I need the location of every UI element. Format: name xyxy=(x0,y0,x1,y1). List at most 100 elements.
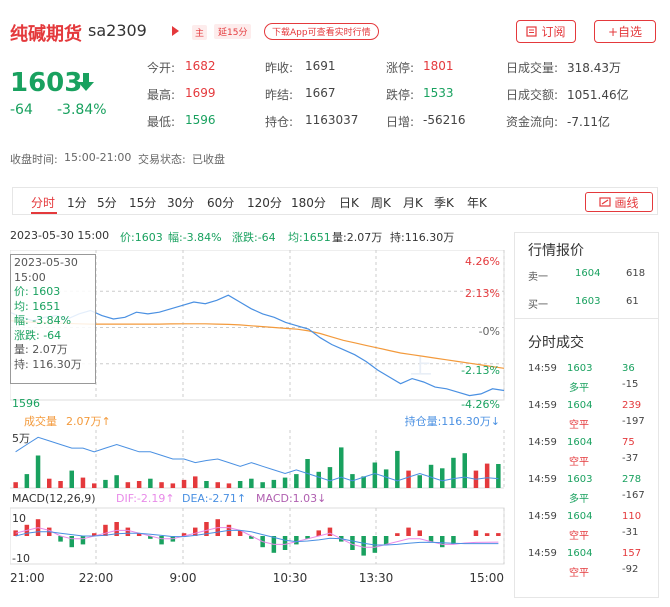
volume-bar xyxy=(69,470,74,488)
quote-row-price: 1604 xyxy=(575,268,601,279)
macd-bar xyxy=(136,533,142,536)
price-change-pct: -3.84% xyxy=(57,102,107,118)
tab-period[interactable]: 年K xyxy=(467,196,487,210)
volume-bar xyxy=(35,455,41,488)
volume-bar xyxy=(451,457,456,488)
x-tick-label: 13:30 xyxy=(359,571,394,585)
macd-bar xyxy=(327,527,333,536)
macd-bar xyxy=(193,527,198,536)
trade-type: 多平 xyxy=(569,383,589,394)
macd-bar xyxy=(451,536,456,545)
x-tick-label: 15:00 xyxy=(469,571,504,585)
trade-volume: 278 xyxy=(622,474,642,485)
volume-bar xyxy=(204,481,209,488)
macd-title: MACD(12,26,9) xyxy=(12,492,96,505)
dif-line xyxy=(15,527,499,548)
pct-label-m2: -2.13% xyxy=(461,364,500,377)
stat-value: 1051.46亿 xyxy=(567,88,629,102)
tab-period[interactable]: 1分 xyxy=(67,196,87,210)
macd-bar xyxy=(383,536,389,545)
trade-oi-change: -37 xyxy=(622,453,639,464)
tab-period[interactable]: 月K xyxy=(403,196,423,210)
info-datetime: 2023-05-30 15:00 xyxy=(10,229,110,242)
tab-period[interactable]: 周K xyxy=(371,196,391,210)
macd-bar xyxy=(372,536,378,553)
volume-bar xyxy=(92,483,97,488)
tab-period[interactable]: 120分 xyxy=(247,196,282,210)
tooltip-date: 2023-05-30 xyxy=(14,256,78,269)
side-panel xyxy=(514,232,659,598)
macd-value: MACD:1.03↓ xyxy=(256,492,326,505)
trade-price: 1604 xyxy=(567,511,593,522)
volume-bar xyxy=(383,469,389,488)
tab-period[interactable]: 分时 xyxy=(31,196,56,210)
trade-volume: 36 xyxy=(622,363,635,374)
stat-value: 1667 xyxy=(305,86,336,100)
volume-bar xyxy=(136,481,142,488)
trade-type: 空平 xyxy=(569,568,589,579)
tab-period[interactable]: 5分 xyxy=(97,196,117,210)
stat-label: 最高: xyxy=(147,88,176,102)
trade-volume: 239 xyxy=(622,400,642,411)
down-arrow-icon xyxy=(78,73,94,91)
low-price-label: 1596 xyxy=(12,397,40,410)
info-hold: 持:116.30万 xyxy=(390,231,455,244)
tab-period[interactable]: 季K xyxy=(434,196,454,210)
volume-bar xyxy=(282,477,288,488)
macd-bar xyxy=(361,536,366,556)
volume-bar xyxy=(496,464,501,488)
stat-label: 昨结: xyxy=(265,88,294,102)
subscribe-label: 订阅 xyxy=(541,25,566,39)
stat-value: 1533 xyxy=(423,86,454,100)
stat-label: 今开: xyxy=(147,61,176,75)
quote-row-price: 1603 xyxy=(575,296,601,307)
tab-period[interactable]: 30分 xyxy=(167,196,195,210)
intraday-chart[interactable]: 上 4.26% 2.13% -0% -2.13% -4.26% 1596 成交量 2.07万↑ 持… xyxy=(10,250,506,590)
stat-label: 跌停: xyxy=(386,88,415,102)
volume-axis-label: 5万 xyxy=(12,432,30,445)
tab-period[interactable]: 日K xyxy=(339,196,359,210)
macd-bar xyxy=(204,522,209,536)
x-tick-label: 10:30 xyxy=(273,571,308,585)
info-amp: 幅:-3.84% xyxy=(168,231,222,244)
tab-period[interactable]: 60分 xyxy=(207,196,235,210)
volume-bar xyxy=(316,471,321,488)
tooltip-avg: 均: 1651 xyxy=(14,299,61,313)
tab-period[interactable]: 180分 xyxy=(291,196,326,210)
active-tab-underline xyxy=(31,212,57,214)
subscribe-icon xyxy=(526,26,538,37)
volume-bar xyxy=(339,447,344,488)
trade-price: 1604 xyxy=(567,437,593,448)
side-divider xyxy=(515,318,658,319)
macd-bar xyxy=(159,536,164,545)
volume-bar xyxy=(294,474,299,488)
trade-time: 14:59 xyxy=(528,511,557,522)
subscribe-button[interactable]: 订阅 xyxy=(516,20,576,43)
pct-label-bottom: -4.26% xyxy=(461,398,500,411)
macd-panel-border xyxy=(10,507,505,565)
trade-time: 14:59 xyxy=(528,363,557,374)
info-change: 涨跌:-64 xyxy=(232,231,276,244)
macd-bar xyxy=(395,533,400,536)
pct-label-top: 4.26% xyxy=(465,255,500,268)
close-time-label: 收盘时间: xyxy=(10,153,58,166)
tab-period[interactable]: 15分 xyxy=(129,196,157,210)
x-tick-label: 22:00 xyxy=(79,571,114,585)
play-icon[interactable] xyxy=(172,26,179,36)
trade-oi-change: -167 xyxy=(622,490,645,501)
draw-line-button[interactable]: 画线 xyxy=(585,192,653,212)
macd-bar xyxy=(294,536,299,545)
download-app-button[interactable]: 下载App可查看实时行情 xyxy=(264,23,379,40)
open-interest-title: 持仓量:116.30万↓ xyxy=(405,414,500,428)
stat-value: 1163037 xyxy=(305,113,359,127)
macd-bar xyxy=(282,536,288,550)
stat-label: 最低: xyxy=(147,115,176,129)
trade-price: 1603 xyxy=(567,474,593,485)
stat-label: 昨收: xyxy=(265,61,294,75)
add-favorite-button[interactable]: +自选 xyxy=(594,20,656,43)
info-volume: 量:2.07万 xyxy=(332,231,383,244)
stat-label: 持仓: xyxy=(265,115,294,129)
volume-bar xyxy=(237,481,243,488)
trade-type: 多平 xyxy=(569,494,589,505)
volume-bar xyxy=(159,482,164,488)
